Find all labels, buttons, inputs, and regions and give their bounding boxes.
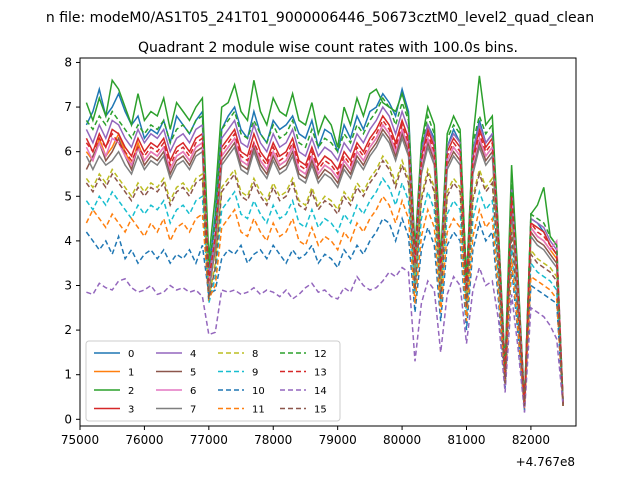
- y-axis: 0 1 2 3 4 5 6 7 8: [64, 55, 80, 426]
- x-tick-label: 81000: [447, 433, 485, 447]
- x-tick-label: 76000: [125, 433, 163, 447]
- legend-label-4: 4: [190, 349, 196, 360]
- y-tick-label: 4: [64, 234, 72, 248]
- plot-area: [85, 75, 564, 413]
- series-line-15: [85, 159, 564, 406]
- series-line-9: [85, 176, 564, 409]
- axes-frame: [79, 57, 577, 427]
- legend-label-2: 2: [128, 386, 134, 397]
- y-tick-label: 1: [64, 368, 72, 382]
- y-tick-label: 8: [64, 55, 72, 69]
- series-line-2: [85, 75, 564, 404]
- legend-label-8: 8: [252, 349, 258, 360]
- x-tick-label: 80000: [383, 433, 421, 447]
- x-tick-label: 77000: [190, 433, 228, 447]
- legend-label-13: 13: [314, 368, 327, 379]
- series-line-4: [85, 105, 564, 404]
- legend-label-0: 0: [128, 349, 134, 360]
- y-tick-label: 5: [64, 189, 72, 203]
- legend-label-5: 5: [190, 368, 196, 379]
- series-line-3: [85, 114, 564, 406]
- y-tick-label: 7: [64, 100, 72, 114]
- y-tick-label: 2: [64, 323, 72, 337]
- legend-label-7: 7: [190, 405, 196, 416]
- x-tick-label: 75000: [61, 433, 99, 447]
- series-line-6: [85, 123, 564, 406]
- legend-box: [85, 340, 341, 422]
- legend-label-9: 9: [252, 368, 258, 379]
- figure-suptitle: n file: modeM0/AS1T05_241T01_9000006446_…: [46, 10, 594, 26]
- legend-label-10: 10: [252, 386, 265, 397]
- legend-label-3: 3: [128, 405, 134, 416]
- x-offset-label: +4.767e8: [516, 455, 575, 469]
- x-tick-label: 82000: [512, 433, 550, 447]
- series-line-11: [85, 194, 564, 409]
- legend-label-6: 6: [190, 386, 196, 397]
- series-line-5: [85, 127, 564, 406]
- series-line-12: [85, 96, 564, 404]
- y-tick-label: 6: [64, 145, 72, 159]
- series-line-10: [85, 216, 564, 411]
- legend-label-1: 1: [128, 368, 134, 379]
- legend-label-11: 11: [252, 405, 265, 416]
- x-tick-label: 79000: [319, 433, 357, 447]
- x-axis: 75000 76000 77000 78000 79000 80000 81000 82000: [61, 426, 550, 447]
- legend-label-12: 12: [314, 349, 327, 360]
- legend-label-15: 15: [314, 405, 327, 416]
- series-line-14: [86, 265, 564, 413]
- y-tick-label: 3: [64, 278, 72, 292]
- series-line-13: [85, 118, 564, 406]
- series-line-7: [85, 132, 564, 406]
- x-tick-label: 78000: [254, 433, 292, 447]
- y-tick-label: 0: [64, 412, 72, 426]
- chart-title: Quadrant 2 module wise count rates with …: [138, 40, 518, 56]
- legend-label-14: 14: [314, 386, 327, 397]
- series-line-8: [85, 154, 564, 406]
